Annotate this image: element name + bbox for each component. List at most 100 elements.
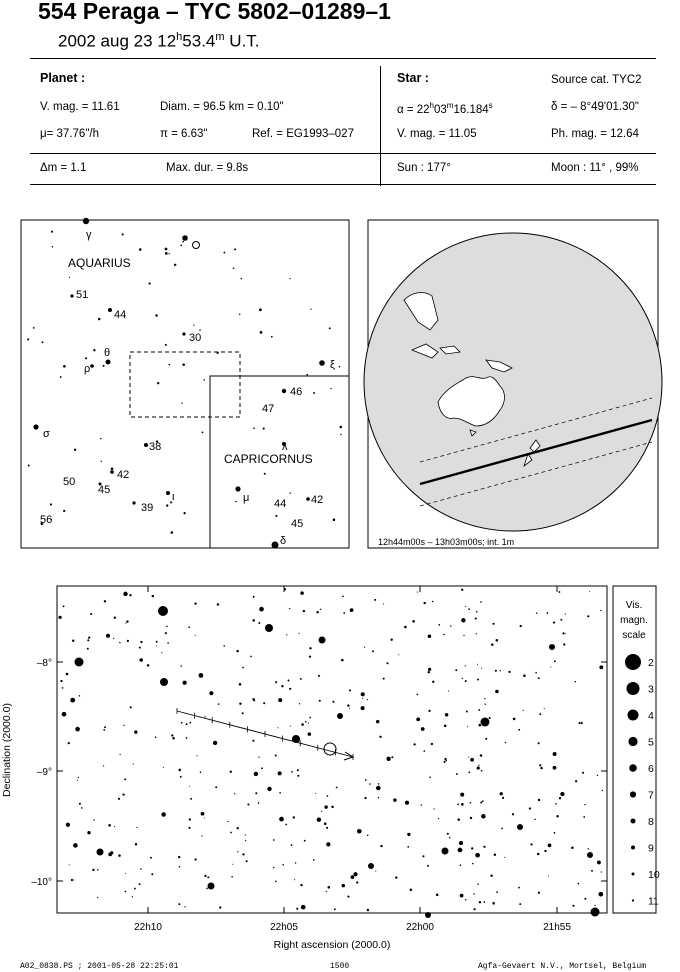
detail-star [536, 852, 540, 856]
finder-star [201, 431, 204, 434]
detail-star [327, 886, 331, 889]
finder-star-label: 39 [141, 502, 153, 514]
detail-star [335, 786, 338, 789]
detail-star [171, 734, 174, 737]
finder-star [330, 387, 332, 390]
detail-star [90, 612, 93, 616]
detail-star [200, 811, 205, 816]
finder-star [40, 522, 44, 525]
star-source: Source cat. TYC2 [551, 74, 642, 86]
detail-star [484, 698, 486, 700]
shadow-edge-south [419, 441, 653, 507]
detail-star [289, 725, 291, 727]
finder-star [139, 248, 142, 251]
ra-s-unit: s [488, 101, 493, 110]
detail-star [303, 839, 306, 842]
detail-star [590, 907, 600, 917]
finder-frame [20, 219, 350, 549]
detail-star [580, 721, 583, 725]
finder-star [182, 332, 186, 336]
detail-star [386, 662, 389, 665]
detail-star [161, 652, 163, 654]
detail-star [300, 883, 303, 887]
detail-star [478, 708, 481, 711]
detail-star [325, 890, 328, 893]
detail-star [298, 632, 300, 634]
finder-star [182, 240, 184, 243]
detail-star [457, 847, 463, 853]
detail-star [594, 904, 596, 907]
finder-star [262, 427, 265, 430]
finder-star [132, 501, 136, 505]
minutes-text: 53.4 [182, 31, 216, 51]
detail-star [450, 625, 452, 627]
detail-star [124, 890, 127, 893]
detail-star [427, 634, 432, 638]
detail-star [584, 897, 587, 900]
detail-star [517, 824, 523, 830]
detail-star [309, 716, 312, 719]
detail-star [161, 812, 166, 817]
detail-star [350, 875, 355, 879]
detail-star [348, 689, 351, 692]
detail-star [87, 831, 91, 835]
planet-motion: μ= 37.76"/h [40, 128, 99, 140]
detail-star [308, 655, 312, 658]
detail-star [126, 620, 129, 623]
detail-star [199, 771, 202, 774]
open-circle-marker [192, 241, 200, 249]
detail-star [366, 834, 369, 837]
detail-star [553, 660, 556, 663]
detail-star [560, 791, 565, 797]
minute-unit: m [215, 31, 225, 43]
detail-star [164, 632, 167, 635]
finder-star-label: θ [104, 347, 110, 359]
detail-star [58, 615, 62, 620]
detail-star [377, 783, 380, 785]
detail-star [320, 810, 323, 812]
detail-star [162, 766, 164, 769]
australia-shape [437, 376, 505, 427]
detail-star [207, 882, 215, 890]
detail-star [465, 710, 468, 713]
finder-star [100, 460, 103, 463]
detail-star [182, 680, 187, 685]
finder-star [121, 233, 124, 236]
finder-star [253, 427, 255, 430]
detail-star [534, 818, 536, 821]
detail-star [577, 882, 580, 885]
detail-star [265, 624, 273, 632]
detail-star [286, 634, 288, 636]
detail-star [363, 646, 366, 648]
detail-star [227, 820, 229, 823]
detail-star [583, 816, 586, 818]
detail-star [184, 906, 186, 908]
finder-star [173, 263, 177, 267]
detail-star [544, 849, 547, 853]
detail-star [484, 703, 487, 705]
detail-star [539, 764, 542, 767]
detail-star [463, 634, 465, 637]
scale-dot [627, 709, 639, 721]
detail-star [465, 605, 467, 607]
detail-star [558, 591, 561, 593]
detail-star [499, 792, 503, 796]
field-box [129, 351, 241, 418]
detail-star [366, 699, 369, 701]
magnitude-scale-frame [612, 585, 657, 914]
finder-star [216, 351, 219, 355]
detail-star [196, 755, 198, 757]
finder-star [50, 518, 53, 521]
finder-star-label: δ [280, 535, 286, 547]
finder-star [148, 282, 151, 285]
finder-star [144, 443, 148, 447]
detail-star [316, 610, 319, 614]
detail-star [341, 658, 344, 662]
detail-star [409, 888, 413, 892]
scale-dot [626, 682, 640, 695]
detail-star [431, 600, 434, 603]
scale-dot [631, 845, 635, 850]
detail-star [574, 680, 576, 683]
detail-star [448, 837, 451, 839]
detail-star [591, 869, 593, 872]
